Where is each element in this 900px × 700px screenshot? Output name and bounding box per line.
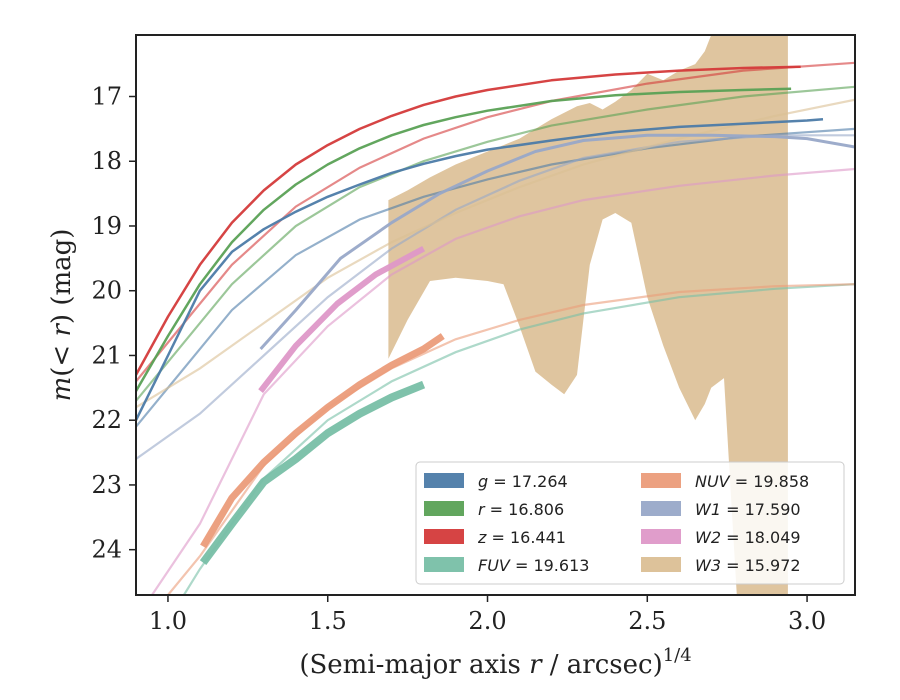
x-axis-label: (Semi-major axis r / arcsec)1/4 bbox=[299, 645, 691, 680]
w1-model-line bbox=[136, 134, 855, 460]
y-axis: 17 18 19 20 21 22 23 24 bbox=[91, 83, 136, 564]
x-tick-label: 1.0 bbox=[149, 607, 187, 635]
y-axis-label: m(< r) (mag) bbox=[47, 229, 77, 402]
y-tick-label: 19 bbox=[91, 212, 122, 240]
legend-entry-r: r = 16.806 bbox=[478, 500, 564, 519]
y-tick-label: 23 bbox=[91, 471, 122, 499]
legend-entry-fuv: FUV = 19.613 bbox=[478, 556, 589, 575]
legend-swatch bbox=[641, 501, 681, 516]
legend-swatch bbox=[424, 473, 464, 488]
legend-box bbox=[415, 461, 845, 585]
legend: g = 17.264 r = 16.806 z = 16.441 FUV = 19.6… bbox=[415, 461, 845, 585]
plot-frame bbox=[135, 34, 856, 596]
measured-curves bbox=[136, 65, 855, 565]
w2-model-line bbox=[151, 167, 855, 595]
r-model-line bbox=[136, 85, 855, 402]
x-tick-label: 2.5 bbox=[628, 607, 666, 635]
w1-measured-line bbox=[259, 133, 855, 351]
fuv-measured-line bbox=[199, 380, 426, 565]
legend-swatch bbox=[641, 557, 681, 572]
legend-swatch bbox=[424, 529, 464, 544]
g-model-line bbox=[136, 127, 855, 428]
y-tick-label: 20 bbox=[91, 277, 122, 305]
legend-entry-w3: W3 = 15.972 bbox=[695, 556, 801, 575]
nuv-model-line bbox=[167, 283, 855, 595]
axis-labels: (Semi-major axis r / arcsec)1/4 m(< r) (m… bbox=[47, 229, 692, 680]
x-tick-label: 1.5 bbox=[309, 607, 347, 635]
g-measured-line bbox=[136, 117, 824, 421]
z-model-line bbox=[136, 61, 855, 383]
legend-swatch bbox=[641, 473, 681, 488]
y-tick-label: 24 bbox=[91, 536, 122, 564]
x-tick-label: 3.0 bbox=[788, 607, 826, 635]
model-curves bbox=[136, 61, 855, 595]
w2-measured-line bbox=[258, 245, 426, 393]
legend-entry-w2: W2 = 18.049 bbox=[695, 528, 801, 547]
y-tick-label: 21 bbox=[91, 341, 122, 369]
z-measured-line bbox=[136, 65, 801, 376]
r-measured-line bbox=[136, 87, 792, 392]
y-tick-label: 22 bbox=[91, 406, 122, 434]
legend-swatch bbox=[424, 501, 464, 516]
legend-entry-w1: W1 = 17.590 bbox=[695, 500, 801, 519]
legend-entry-nuv: NUV = 19.858 bbox=[695, 472, 809, 491]
legend-entry-g: g = 17.264 bbox=[478, 472, 568, 491]
w3-band bbox=[388, 35, 788, 595]
x-tick-label: 2.0 bbox=[468, 607, 506, 635]
legend-swatch bbox=[641, 529, 681, 544]
w3-model-line bbox=[136, 98, 855, 409]
nuv-measured-line bbox=[200, 333, 445, 549]
y-tick-label: 17 bbox=[91, 83, 122, 111]
x-axis: 1.0 1.5 2.0 2.5 3.0 bbox=[149, 595, 826, 635]
uncertainty-bands bbox=[388, 35, 788, 595]
legend-entry-z: z = 16.441 bbox=[477, 528, 566, 547]
y-tick-label: 18 bbox=[91, 147, 122, 175]
legend-swatch bbox=[424, 557, 464, 572]
